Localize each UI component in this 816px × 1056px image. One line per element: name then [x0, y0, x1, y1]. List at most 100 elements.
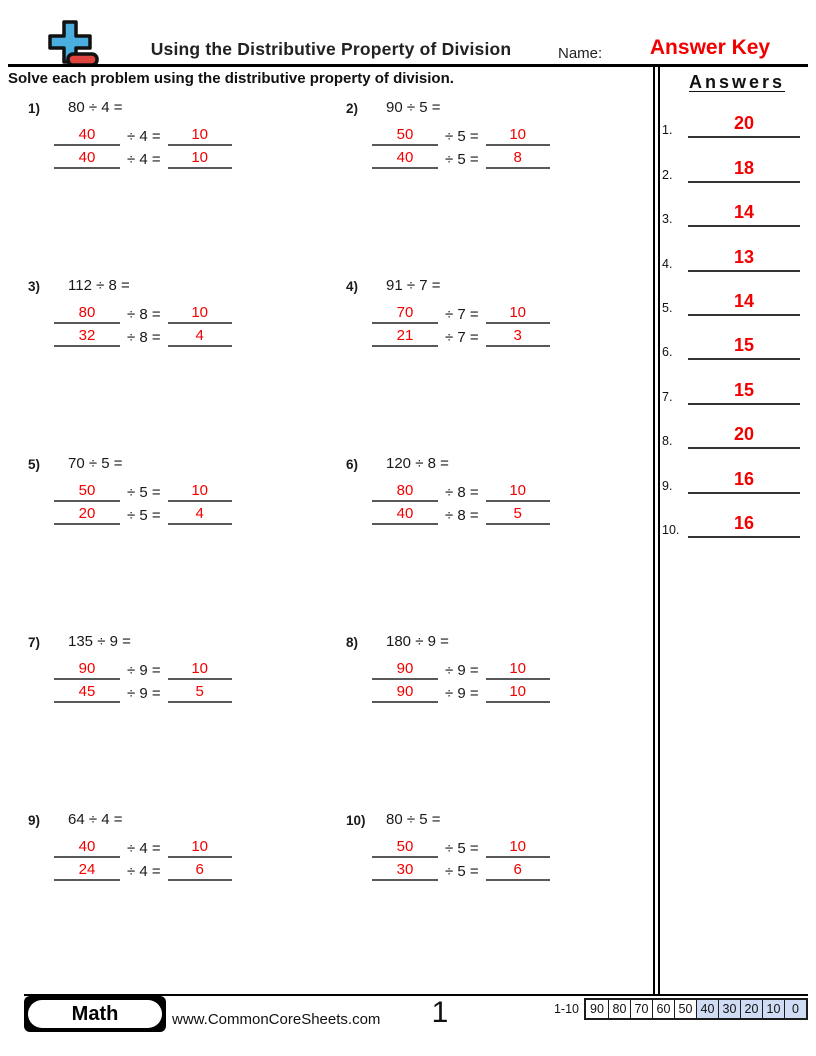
- sub-problem-row: 50 ÷ 5 = 10: [372, 835, 642, 858]
- problem-2: 2) 90 ÷ 5 = 50 ÷ 5 = 10 40 ÷ 5 = 8: [346, 98, 642, 276]
- sub-problem-value-blank: 40: [54, 149, 120, 169]
- sub-problem-row: 21 ÷ 7 = 3: [372, 324, 642, 347]
- sub-problem-result-blank: 10: [167, 838, 232, 858]
- footer-divider-line: [24, 994, 808, 996]
- answer-number: 7.: [662, 389, 673, 404]
- answer-number: 6.: [662, 345, 673, 360]
- sub-problem-row: 24 ÷ 4 = 6: [54, 858, 346, 881]
- problem-expression: 91 ÷ 7 =: [386, 277, 441, 294]
- answers-panel: Answers 1. 20 2. 18 3. 14 4. 13 5. 14 6. 15 7.…: [662, 72, 812, 538]
- answer-key-label: Answer Key: [649, 36, 771, 59]
- answer-number: 9.: [662, 478, 673, 493]
- score-cell: 10: [762, 1000, 784, 1018]
- page-number: 1: [431, 996, 449, 1029]
- sub-problem-result-blank: 10: [485, 482, 550, 502]
- sub-problem-result-blank: 6: [167, 861, 232, 881]
- website-url: www.CommonCoreSheets.com: [172, 1011, 381, 1028]
- answer-item: 9. 16: [662, 449, 812, 494]
- answer-value-blank: 18: [688, 158, 800, 183]
- sub-problem-operator: ÷ 8 =: [127, 329, 161, 346]
- sub-problem-result-blank: 8: [485, 149, 550, 169]
- sub-problem-result-blank: 10: [485, 304, 550, 324]
- sub-problem-value-blank: 90: [54, 660, 120, 680]
- sub-problem-row: 40 ÷ 8 = 5: [372, 502, 642, 525]
- score-range-label: 1-10: [553, 1002, 579, 1016]
- answer-value-blank: 15: [688, 335, 800, 361]
- answer-number: 10.: [662, 522, 680, 537]
- sub-problem-value-blank: 40: [372, 505, 438, 525]
- sub-problem-row: 20 ÷ 5 = 4: [54, 502, 346, 525]
- problem-expression: 64 ÷ 4 =: [68, 811, 123, 828]
- subject-badge-label: Math: [28, 1000, 162, 1028]
- sub-problem-row: 90 ÷ 9 = 10: [54, 657, 346, 680]
- instructions-text: Solve each problem using the distributiv…: [8, 70, 454, 87]
- score-cell: 40: [696, 1000, 718, 1018]
- problem-expression: 120 ÷ 8 =: [386, 455, 449, 472]
- answer-item: 2. 18: [662, 138, 812, 183]
- sub-problem-value-blank: 24: [54, 861, 120, 881]
- problem-number: 2): [346, 101, 359, 116]
- sub-problem-row: 40 ÷ 4 = 10: [54, 123, 346, 146]
- sub-problem-row: 70 ÷ 7 = 10: [372, 301, 642, 324]
- answers-title: Answers: [688, 72, 786, 92]
- sub-problem-result-blank: 10: [167, 660, 232, 680]
- sub-problem-row: 80 ÷ 8 = 10: [54, 301, 346, 324]
- sub-problem-operator: ÷ 4 =: [127, 863, 161, 880]
- answer-number: 8.: [662, 434, 673, 449]
- name-label: Name:: [558, 45, 603, 62]
- answer-value-blank: 20: [688, 113, 800, 139]
- sub-problem-result-blank: 10: [485, 126, 550, 146]
- sub-problem-row: 50 ÷ 5 = 10: [54, 479, 346, 502]
- answer-item: 6. 15: [662, 316, 812, 361]
- sub-problem-row: 90 ÷ 9 = 10: [372, 680, 642, 703]
- answer-number: 1.: [662, 123, 673, 138]
- score-cell: 30: [718, 1000, 740, 1018]
- sub-problem-value-blank: 90: [372, 660, 438, 680]
- sub-problem-operator: ÷ 7 =: [445, 329, 479, 346]
- sub-problem-row: 90 ÷ 9 = 10: [372, 657, 642, 680]
- sub-problem-value-blank: 30: [372, 861, 438, 881]
- problem-expression: 90 ÷ 5 =: [386, 99, 441, 116]
- answer-value-blank: 20: [688, 424, 800, 450]
- problem-expression: 112 ÷ 8 =: [68, 277, 130, 294]
- sub-problem-row: 45 ÷ 9 = 5: [54, 680, 346, 703]
- problem-number: 4): [346, 279, 359, 294]
- sub-problem-result-blank: 4: [167, 505, 232, 525]
- problem-3: 3) 112 ÷ 8 = 80 ÷ 8 = 10 32 ÷ 8 = 4: [28, 276, 346, 454]
- answer-item: 3. 14: [662, 183, 812, 228]
- sub-problem-result-blank: 6: [485, 861, 550, 881]
- sub-problem-operator: ÷ 5 =: [445, 863, 479, 880]
- answer-value-blank: 15: [688, 380, 800, 405]
- problem-expression: 70 ÷ 5 =: [68, 455, 123, 472]
- problem-5: 5) 70 ÷ 5 = 50 ÷ 5 = 10 20 ÷ 5 = 4: [28, 454, 346, 632]
- sub-problem-operator: ÷ 5 =: [445, 840, 479, 857]
- sub-problem-operator: ÷ 9 =: [127, 662, 161, 679]
- sub-problem-operator: ÷ 8 =: [127, 306, 161, 323]
- sub-problem-value-blank: 50: [372, 126, 438, 146]
- sub-problem-result-blank: 10: [167, 149, 232, 169]
- sub-problem-row: 40 ÷ 4 = 10: [54, 835, 346, 858]
- sub-problem-row: 40 ÷ 4 = 10: [54, 146, 346, 169]
- answer-number: 5.: [662, 300, 673, 315]
- sub-problem-result-blank: 10: [485, 683, 550, 703]
- problem-1: 1) 80 ÷ 4 = 40 ÷ 4 = 10 40 ÷ 4 = 10: [28, 98, 346, 276]
- problem-number: 9): [28, 813, 41, 828]
- answer-item: 1. 20: [662, 94, 812, 139]
- sub-problem-value-blank: 80: [54, 304, 120, 324]
- answer-number: 4.: [662, 256, 673, 271]
- sub-problem-operator: ÷ 9 =: [127, 685, 161, 702]
- answer-value-blank: 16: [688, 469, 800, 494]
- sub-problem-operator: ÷ 4 =: [127, 128, 161, 145]
- sub-problem-value-blank: 40: [54, 838, 120, 858]
- sub-problem-row: 30 ÷ 5 = 6: [372, 858, 642, 881]
- sub-problem-value-blank: 21: [372, 327, 438, 347]
- problem-number: 6): [346, 457, 359, 472]
- problem-number: 8): [346, 635, 359, 650]
- problem-number: 5): [28, 457, 41, 472]
- sub-problem-row: 50 ÷ 5 = 10: [372, 123, 642, 146]
- problem-number: 10): [346, 813, 366, 828]
- sub-problem-row: 80 ÷ 8 = 10: [372, 479, 642, 502]
- sub-problem-operator: ÷ 5 =: [445, 128, 479, 145]
- sub-problem-operator: ÷ 7 =: [445, 306, 479, 323]
- answer-number: 2.: [662, 167, 673, 182]
